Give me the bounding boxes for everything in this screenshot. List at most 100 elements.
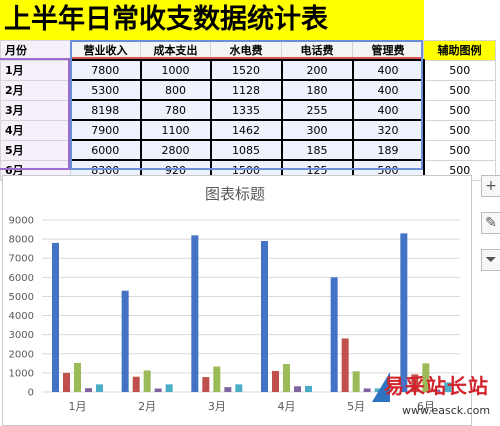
- header-row: 月份 营业收入 成本支出 水电费 电话费 管理费 辅助图例: [0, 40, 496, 61]
- table-row: 4月 7900 1100 1462 300 320 500: [0, 119, 496, 141]
- table-row: 3月 8198 780 1335 255 400 500: [0, 99, 496, 121]
- value-cell[interactable]: 180: [281, 79, 354, 101]
- value-cell[interactable]: 1462: [210, 119, 283, 141]
- month-cell[interactable]: 5月: [0, 139, 71, 161]
- x-tick-label: 2月: [138, 400, 156, 413]
- value-cell[interactable]: 2800: [140, 139, 212, 161]
- chart-filters-button[interactable]: ⏷: [481, 249, 500, 271]
- bar[interactable]: [235, 384, 243, 392]
- y-tick-label: 7000: [9, 254, 34, 265]
- bar[interactable]: [121, 290, 129, 392]
- value-cell[interactable]: 400: [352, 59, 425, 81]
- chart-elements-button[interactable]: +: [481, 175, 500, 197]
- bar[interactable]: [96, 384, 103, 392]
- bar[interactable]: [261, 241, 268, 392]
- brush-icon: ✎: [485, 215, 497, 231]
- sheet-title[interactable]: 上半年日常收支数据统计表: [0, 0, 424, 40]
- bar[interactable]: [433, 389, 441, 392]
- value-cell[interactable]: 1335: [210, 99, 283, 121]
- month-cell[interactable]: 3月: [0, 99, 71, 121]
- bar[interactable]: [422, 363, 430, 392]
- month-cell[interactable]: 4月: [0, 119, 71, 141]
- value-cell[interactable]: 5300: [70, 79, 142, 101]
- header-phone[interactable]: 电话费: [281, 40, 353, 61]
- y-tick-label: 8000: [9, 235, 34, 246]
- chart-styles-button[interactable]: ✎: [481, 212, 500, 234]
- bar[interactable]: [330, 277, 338, 392]
- y-tick-label: 0: [28, 388, 34, 399]
- value-cell[interactable]: 400: [352, 79, 425, 101]
- bar[interactable]: [165, 384, 173, 392]
- value-cell[interactable]: 185: [281, 139, 354, 161]
- x-tick-label: 4月: [278, 400, 296, 413]
- bar[interactable]: [85, 388, 92, 392]
- helper-cell[interactable]: 500: [423, 59, 496, 81]
- x-tick-label: 6月: [417, 400, 435, 413]
- chart-title[interactable]: 图表标题: [204, 185, 265, 203]
- bar[interactable]: [202, 377, 210, 392]
- bar[interactable]: [411, 374, 419, 392]
- helper-cell[interactable]: 500: [423, 79, 496, 101]
- table-row: 5月 6000 2800 1085 185 189 500: [0, 139, 496, 161]
- data-table: 月份 营业收入 成本支出 水电费 电话费 管理费 辅助图例 1月 7800 10…: [0, 40, 496, 181]
- bar[interactable]: [400, 233, 408, 392]
- header-helper-legend[interactable]: 辅助图例: [423, 40, 496, 61]
- header-month[interactable]: 月份: [0, 40, 71, 61]
- spreadsheet: 上半年日常收支数据统计表 月份 营业收入 成本支出 水电费 电话费 管理费 辅助…: [0, 0, 500, 181]
- helper-cell[interactable]: 500: [423, 119, 496, 141]
- value-cell[interactable]: 780: [140, 99, 212, 121]
- helper-cell[interactable]: 500: [423, 99, 496, 121]
- y-tick-label: 9000: [9, 216, 34, 227]
- bar[interactable]: [272, 370, 279, 392]
- bar[interactable]: [191, 235, 199, 392]
- bar[interactable]: [224, 387, 232, 392]
- bar[interactable]: [294, 386, 301, 392]
- bar[interactable]: [341, 338, 349, 392]
- value-cell[interactable]: 7900: [70, 119, 142, 141]
- x-tick-label: 1月: [69, 400, 87, 413]
- value-cell[interactable]: 189: [352, 139, 425, 161]
- header-cost[interactable]: 成本支出: [140, 40, 211, 61]
- bar[interactable]: [63, 372, 70, 392]
- value-cell[interactable]: 200: [281, 59, 354, 81]
- value-cell[interactable]: 1520: [210, 59, 283, 81]
- table-row: 1月 7800 1000 1520 200 400 500: [0, 59, 496, 81]
- value-cell[interactable]: 8198: [70, 99, 142, 121]
- header-management[interactable]: 管理费: [352, 40, 424, 61]
- header-revenue[interactable]: 营业收入: [70, 40, 141, 61]
- value-cell[interactable]: 6000: [70, 139, 142, 161]
- value-cell[interactable]: 800: [140, 79, 212, 101]
- bar[interactable]: [154, 388, 162, 392]
- value-cell[interactable]: 255: [281, 99, 354, 121]
- y-tick-label: 4000: [9, 311, 34, 322]
- value-cell[interactable]: 7800: [70, 59, 142, 81]
- bar[interactable]: [132, 376, 140, 392]
- bar[interactable]: [143, 370, 151, 392]
- column-chart[interactable]: 0 1000 2000 3000 4000 5000 6000 7000 8000 9000 1月 2…: [0, 175, 472, 426]
- bar[interactable]: [213, 366, 221, 392]
- y-tick-label: 1000: [9, 368, 34, 379]
- bar[interactable]: [305, 385, 312, 392]
- bar[interactable]: [444, 382, 452, 392]
- month-cell[interactable]: 2月: [0, 79, 71, 101]
- plus-icon: +: [485, 178, 497, 194]
- header-utilities[interactable]: 水电费: [210, 40, 282, 61]
- value-cell[interactable]: 300: [281, 119, 354, 141]
- x-tick-label: 3月: [208, 400, 226, 413]
- y-tick-label: 3000: [9, 330, 34, 341]
- bar[interactable]: [352, 371, 360, 392]
- value-cell[interactable]: 1100: [140, 119, 212, 141]
- value-cell[interactable]: 1128: [210, 79, 283, 101]
- bar[interactable]: [363, 388, 371, 392]
- value-cell[interactable]: 1085: [210, 139, 283, 161]
- value-cell[interactable]: 1000: [140, 59, 212, 81]
- value-cell[interactable]: 400: [352, 99, 425, 121]
- bar[interactable]: [74, 362, 81, 392]
- bar[interactable]: [283, 364, 290, 392]
- y-tick-label: 6000: [9, 273, 34, 284]
- value-cell[interactable]: 320: [352, 119, 425, 141]
- watermark-url: www.easck.com: [402, 404, 491, 417]
- bar[interactable]: [52, 242, 59, 392]
- month-cell[interactable]: 1月: [0, 59, 71, 81]
- helper-cell[interactable]: 500: [423, 139, 496, 161]
